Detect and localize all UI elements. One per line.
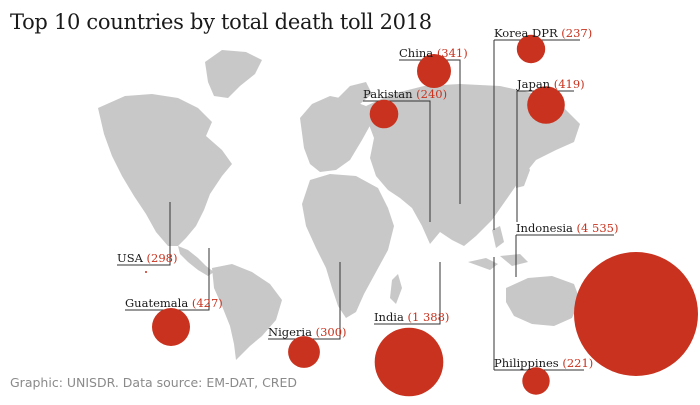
labels-layer: China (341) Korea DPR (237) Pakistan (240)… bbox=[117, 26, 618, 370]
label-value-japan: (419) bbox=[554, 77, 585, 91]
bubble-korea-dpr bbox=[516, 34, 546, 64]
label-indonesia: Indonesia (4 535) bbox=[516, 221, 618, 235]
bubble-china bbox=[417, 54, 451, 88]
label-country-pakistan: Pakistan bbox=[363, 87, 416, 101]
maritime-asia-shape-2 bbox=[500, 254, 528, 266]
label-pakistan: Pakistan (240) bbox=[363, 87, 447, 101]
label-korea-dpr: Korea DPR (237) bbox=[494, 26, 592, 40]
label-value-china: (341) bbox=[437, 46, 468, 60]
label-philippines: Philippines (221) bbox=[494, 356, 593, 370]
leader-line-china bbox=[399, 59, 461, 204]
north-america-shape bbox=[98, 94, 232, 246]
africa-shape bbox=[302, 174, 394, 318]
label-value-nigeria: (300) bbox=[316, 325, 347, 339]
label-value-korea-dpr: (237) bbox=[561, 26, 592, 40]
japan-shape bbox=[516, 156, 530, 188]
source-note: Graphic: UNISDR. Data source: EM-DAT, CR… bbox=[10, 375, 298, 390]
leader-line-usa bbox=[117, 202, 171, 266]
madagascar-shape bbox=[390, 274, 402, 304]
europe-shape bbox=[300, 96, 372, 172]
philippines-shape bbox=[492, 226, 504, 248]
label-country-japan: Japan bbox=[516, 77, 554, 91]
label-country-philippines: Philippines bbox=[494, 356, 562, 370]
label-china: China (341) bbox=[399, 46, 468, 60]
bubble-japan bbox=[527, 86, 565, 124]
bubble-nigeria bbox=[288, 336, 320, 368]
label-value-india: (1 388) bbox=[408, 310, 450, 324]
bubble-indonesia bbox=[574, 252, 698, 376]
label-value-philippines: (221) bbox=[562, 356, 593, 370]
bubble-usa bbox=[145, 271, 147, 273]
bubble-pakistan bbox=[369, 99, 399, 129]
label-country-indonesia: Indonesia bbox=[516, 221, 577, 235]
asia-shape bbox=[366, 84, 580, 246]
label-country-china: China bbox=[399, 46, 437, 60]
label-japan: Japan (419) bbox=[516, 77, 585, 91]
south-america-shape bbox=[212, 264, 282, 360]
bubbles-layer bbox=[145, 34, 698, 397]
leader-line-india bbox=[374, 262, 441, 325]
label-india: India (1 388) bbox=[374, 310, 449, 324]
label-guatemala: Guatemala (427) bbox=[125, 296, 223, 310]
label-country-usa: USA bbox=[117, 251, 147, 265]
bubble-guatemala bbox=[152, 308, 190, 346]
label-value-usa: (298) bbox=[147, 251, 178, 265]
central-america-shape bbox=[178, 246, 214, 276]
label-country-nigeria: Nigeria bbox=[268, 325, 316, 339]
label-value-guatemala: (427) bbox=[192, 296, 223, 310]
label-country-korea-dpr: Korea DPR bbox=[494, 26, 561, 40]
scandinavia-shape bbox=[336, 82, 372, 104]
label-country-guatemala: Guatemala bbox=[125, 296, 192, 310]
greenland-shape bbox=[205, 50, 262, 98]
australia-shape bbox=[506, 276, 580, 326]
label-nigeria: Nigeria (300) bbox=[268, 325, 347, 339]
leader-line-nigeria bbox=[268, 262, 341, 340]
label-value-pakistan: (240) bbox=[416, 87, 447, 101]
chart-title: Top 10 countries by total death toll 201… bbox=[10, 10, 432, 34]
label-value-indonesia: (4 535) bbox=[577, 221, 619, 235]
leader-line-guatemala bbox=[125, 248, 210, 311]
maritime-asia-shape bbox=[468, 258, 498, 270]
label-usa: USA (298) bbox=[117, 251, 177, 265]
bubble-india bbox=[374, 327, 444, 397]
bubble-philippines bbox=[522, 367, 550, 395]
label-country-india: India bbox=[374, 310, 408, 324]
